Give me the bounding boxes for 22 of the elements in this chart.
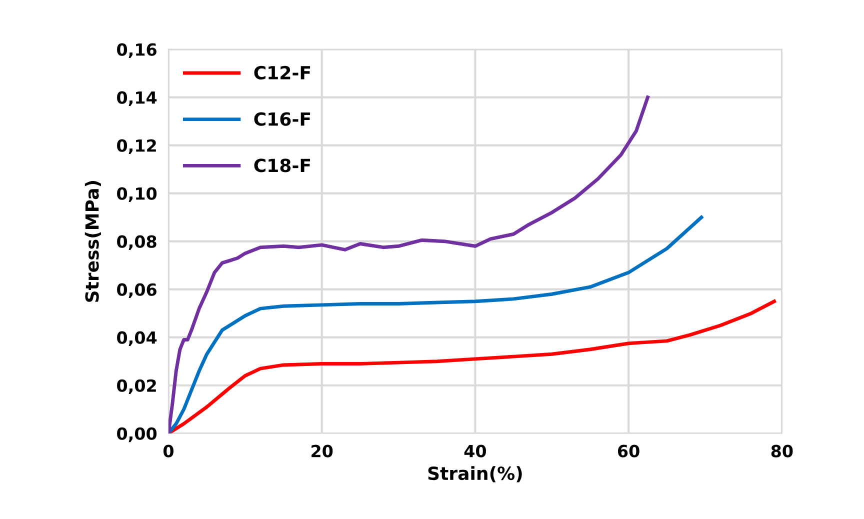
x-tick-label: 60 [618, 444, 640, 458]
y-tick-label: 0,06 [117, 283, 156, 298]
y-tick-label: 0,12 [117, 139, 156, 154]
x-tick-label: 80 [771, 444, 793, 458]
line-series [168, 216, 704, 434]
x-axis-title: Strain(%) [428, 466, 522, 482]
y-tick-label: 0,00 [117, 427, 157, 442]
y-tick-label: 0,08 [117, 235, 156, 250]
x-tick-label: 40 [464, 444, 486, 458]
legend-label: C12-F [254, 66, 310, 80]
x-tick-label: 20 [312, 444, 333, 458]
legend-label: C16-F [254, 112, 310, 126]
x-tick-label: 0 [163, 444, 174, 458]
y-tick-label: 0,02 [117, 379, 156, 394]
line-series [168, 96, 650, 434]
y-axis-title: Stress(MPa) [84, 181, 101, 302]
line-series [168, 300, 776, 434]
y-tick-label: 0,10 [117, 187, 157, 202]
legend-label: C18-F [254, 158, 310, 172]
y-tick-label: 0,14 [117, 91, 157, 106]
y-tick-label: 0,04 [117, 331, 157, 346]
y-tick-label: 0,16 [117, 43, 156, 58]
